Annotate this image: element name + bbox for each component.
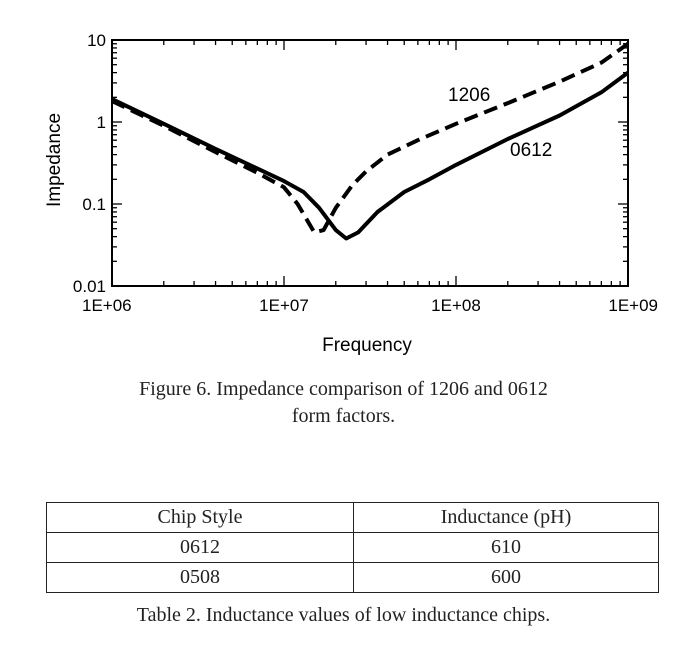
table-caption: Table 2. Inductance values of low induct…	[136, 604, 551, 626]
x-axis-title: Frequency	[322, 335, 412, 356]
table-cell-inductance: 610	[353, 532, 659, 563]
table-row: 0508 600	[46, 562, 659, 593]
series-lines	[111, 42, 630, 241]
y-tick-label: 1	[97, 113, 106, 132]
x-tick-label: 1E+09	[608, 296, 658, 315]
figure-caption-line-2: form factors.	[291, 405, 396, 427]
y-tick-label: 0.1	[82, 195, 106, 214]
figure-caption-line-1: Figure 6. Impedance comparison of 1206 a…	[139, 378, 548, 400]
figure-caption: Figure 6. Impedance comparison of 1206 a…	[0, 376, 687, 430]
table-cell-inductance: 600	[353, 562, 659, 593]
table-row: 0612 610	[46, 532, 659, 563]
table-cell-chip-style: 0612	[46, 532, 354, 563]
plot-frame	[111, 39, 629, 287]
x-tick-label: 1E+08	[431, 296, 481, 315]
series-line-1206	[111, 42, 630, 235]
table-cell-chip-style: 0508	[46, 562, 354, 593]
column-header-inductance: Inductance (pH)	[353, 502, 659, 533]
y-tick-label: 10	[87, 31, 106, 50]
x-tick-label: 1E+06	[82, 296, 132, 315]
x-tick-label: 1E+07	[259, 296, 309, 315]
series-line-0612	[111, 70, 630, 241]
chart-labels: 1E+06 1E+07 1E+08 1E+09 10 1 0.1 0.01 Frequency I…	[44, 31, 658, 356]
series-label-1206: 1206	[448, 85, 490, 106]
impedance-chart: 1E+06 1E+07 1E+08 1E+09 10 1 0.1 0.01 Frequency I…	[44, 31, 658, 356]
axes	[111, 39, 629, 287]
y-tick-label: 0.01	[73, 277, 106, 296]
inductance-table: Chip Style Inductance (pH) 0612 610 0508…	[46, 502, 659, 593]
table-header-row: Chip Style Inductance (pH)	[46, 502, 659, 533]
series-label-0612: 0612	[510, 140, 552, 161]
y-axis-title: Impedance	[44, 113, 65, 207]
column-header-chip-style: Chip Style	[46, 502, 354, 533]
